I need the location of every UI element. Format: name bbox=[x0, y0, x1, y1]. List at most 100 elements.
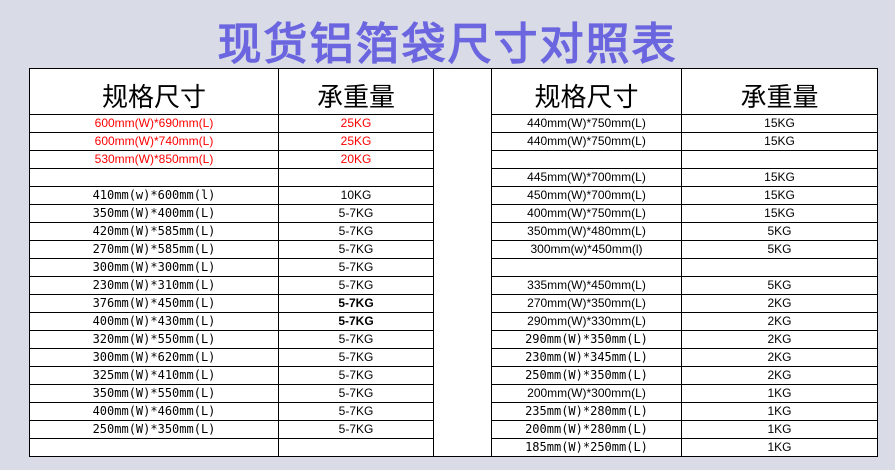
left-load-cell: 20KG bbox=[278, 150, 434, 169]
left-spec-cell: 600mm(W)*690mm(L) bbox=[29, 114, 279, 133]
right-load-cell: 1KG bbox=[681, 420, 878, 439]
left-spec-cell: 400mm(W)*460mm(L) bbox=[29, 402, 279, 421]
right-load-cell: 15KG bbox=[681, 114, 878, 133]
left-load-cell: 5-7KG bbox=[278, 258, 434, 277]
left-spec-cell bbox=[29, 438, 279, 457]
gap-cell bbox=[433, 204, 492, 223]
right-load-cell: 2KG bbox=[681, 366, 878, 385]
gap-cell bbox=[433, 330, 492, 349]
right-spec-cell: 270mm(W)*350mm(L) bbox=[491, 294, 682, 313]
left-load-cell: 25KG bbox=[278, 114, 434, 133]
left-load-cell: 5-7KG bbox=[278, 366, 434, 385]
right-load-cell: 1KG bbox=[681, 402, 878, 421]
gap-cell bbox=[433, 186, 492, 205]
gap-cell bbox=[433, 222, 492, 241]
gap-cell bbox=[433, 258, 492, 277]
right-load-cell: 5KG bbox=[681, 222, 878, 241]
right-load-cell: 2KG bbox=[681, 330, 878, 349]
right-load-cell bbox=[681, 258, 878, 277]
table-row: 600mm(W)*740mm(L) 25KG 440mm(W)*750mm(L) 15… bbox=[29, 132, 878, 151]
left-spec-cell: 350mm(W)*400mm(L) bbox=[29, 204, 279, 223]
right-spec-cell bbox=[491, 258, 682, 277]
table-row: 185mm(W)*250mm(L) 1KG bbox=[29, 438, 878, 457]
right-spec-cell: 200mm(W)*280mm(L) bbox=[491, 420, 682, 439]
left-spec-cell: 300mm(W)*300mm(L) bbox=[29, 258, 279, 277]
left-spec-cell: 420mm(W)*585mm(L) bbox=[29, 222, 279, 241]
table-row: 376mm(W)*450mm(L) 5-7KG 270mm(W)*350mm(L) 2… bbox=[29, 294, 878, 313]
table-row: 400mm(W)*460mm(L) 5-7KG 235mm(W)*280mm(L) 1… bbox=[29, 402, 878, 421]
right-spec-cell: 445mm(W)*700mm(L) bbox=[491, 168, 682, 187]
right-spec-cell: 290mm(W)*350mm(L) bbox=[491, 330, 682, 349]
left-spec-cell: 600mm(W)*740mm(L) bbox=[29, 132, 279, 151]
left-load-cell: 5-7KG bbox=[278, 330, 434, 349]
left-spec-cell: 400mm(W)*430mm(L) bbox=[29, 312, 279, 331]
left-spec-cell: 270mm(W)*585mm(L) bbox=[29, 240, 279, 259]
left-load-cell: 5-7KG bbox=[278, 420, 434, 439]
left-spec-cell: 376mm(W)*450mm(L) bbox=[29, 294, 279, 313]
table-row: 250mm(W)*350mm(L) 5-7KG 200mm(W)*280mm(L) 1… bbox=[29, 420, 878, 439]
left-spec-cell: 320mm(W)*550mm(L) bbox=[29, 330, 279, 349]
left-spec-cell: 350mm(W)*550mm(L) bbox=[29, 384, 279, 403]
right-load-cell: 15KG bbox=[681, 168, 878, 187]
right-load-cell bbox=[681, 150, 878, 169]
right-spec-cell: 235mm(W)*280mm(L) bbox=[491, 402, 682, 421]
left-load-cell bbox=[278, 438, 434, 457]
left-load-cell: 5-7KG bbox=[278, 402, 434, 421]
gap-cell bbox=[433, 402, 492, 421]
gap-cell bbox=[433, 384, 492, 403]
left-load-cell: 5-7KG bbox=[278, 294, 434, 313]
right-spec-cell: 440mm(W)*750mm(L) bbox=[491, 114, 682, 133]
gap-cell bbox=[433, 168, 492, 187]
left-load-cell: 5-7KG bbox=[278, 276, 434, 295]
left-load-cell: 10KG bbox=[278, 186, 434, 205]
header-spec-left: 规格尺寸 bbox=[29, 68, 279, 115]
left-load-cell bbox=[278, 168, 434, 187]
gap-cell bbox=[433, 294, 492, 313]
right-spec-cell: 300mm(w)*450mm(l) bbox=[491, 240, 682, 259]
gap-cell bbox=[433, 420, 492, 439]
table-row: 350mm(W)*550mm(L) 5-7KG 200mm(W)*300mm(L) 1… bbox=[29, 384, 878, 403]
gap-cell bbox=[433, 348, 492, 367]
right-spec-cell: 335mm(W)*450mm(L) bbox=[491, 276, 682, 295]
table-row: 270mm(W)*585mm(L) 5-7KG 300mm(w)*450mm(l) 5… bbox=[29, 240, 878, 259]
left-load-cell: 5-7KG bbox=[278, 312, 434, 331]
right-load-cell: 2KG bbox=[681, 348, 878, 367]
table-row: 420mm(W)*585mm(L) 5-7KG 350mm(W)*480mm(L) 5… bbox=[29, 222, 878, 241]
left-spec-cell: 410mm(w)*600mm(l) bbox=[29, 186, 279, 205]
size-table: 规格尺寸 承重量 规格尺寸 承重量 600mm(W)*690mm(L) 25KG 4… bbox=[29, 68, 878, 457]
table-row: 350mm(W)*400mm(L) 5-7KG 400mm(W)*750mm(L) 1… bbox=[29, 204, 878, 223]
table-row: 230mm(W)*310mm(L) 5-7KG 335mm(W)*450mm(L) 5… bbox=[29, 276, 878, 295]
left-load-cell: 5-7KG bbox=[278, 204, 434, 223]
left-spec-cell bbox=[29, 168, 279, 187]
table-row: 445mm(W)*700mm(L) 15KG bbox=[29, 168, 878, 187]
right-spec-cell: 230mm(W)*345mm(L) bbox=[491, 348, 682, 367]
right-load-cell: 15KG bbox=[681, 132, 878, 151]
table-row: 400mm(W)*430mm(L) 5-7KG 290mm(W)*330mm(L) 2… bbox=[29, 312, 878, 331]
right-spec-cell: 200mm(W)*300mm(L) bbox=[491, 384, 682, 403]
left-load-cell: 5-7KG bbox=[278, 222, 434, 241]
right-spec-cell: 350mm(W)*480mm(L) bbox=[491, 222, 682, 241]
page-title: 现货铝箔袋尺寸对照表 bbox=[217, 19, 678, 70]
right-load-cell: 5KG bbox=[681, 276, 878, 295]
left-load-cell: 25KG bbox=[278, 132, 434, 151]
right-load-cell: 15KG bbox=[681, 186, 878, 205]
left-spec-cell: 230mm(W)*310mm(L) bbox=[29, 276, 279, 295]
table-row: 530mm(W)*850mm(L) 20KG bbox=[29, 150, 878, 169]
left-spec-cell: 325mm(W)*410mm(L) bbox=[29, 366, 279, 385]
header-spec-right: 规格尺寸 bbox=[491, 68, 682, 115]
table-row: 600mm(W)*690mm(L) 25KG 440mm(W)*750mm(L) 15… bbox=[29, 114, 878, 133]
gap-cell bbox=[433, 68, 492, 115]
table-row: 325mm(W)*410mm(L) 5-7KG 250mm(W)*350mm(L) 2… bbox=[29, 366, 878, 385]
right-load-cell: 15KG bbox=[681, 204, 878, 223]
right-load-cell: 1KG bbox=[681, 384, 878, 403]
gap-cell bbox=[433, 312, 492, 331]
right-spec-cell: 440mm(W)*750mm(L) bbox=[491, 132, 682, 151]
right-spec-cell: 185mm(W)*250mm(L) bbox=[491, 438, 682, 457]
right-spec-cell: 450mm(W)*700mm(L) bbox=[491, 186, 682, 205]
left-load-cell: 5-7KG bbox=[278, 348, 434, 367]
gap-cell bbox=[433, 240, 492, 259]
left-spec-cell: 250mm(W)*350mm(L) bbox=[29, 420, 279, 439]
left-spec-cell: 530mm(W)*850mm(L) bbox=[29, 150, 279, 169]
gap-cell bbox=[433, 150, 492, 169]
table-row: 410mm(w)*600mm(l) 10KG 450mm(W)*700mm(L) 15… bbox=[29, 186, 878, 205]
